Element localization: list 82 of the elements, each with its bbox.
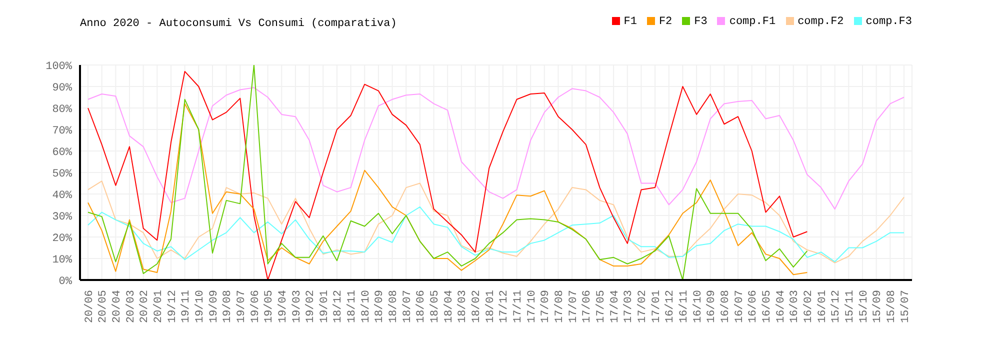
x-tick-label: 17/07 [568,290,580,324]
y-tick-label: 40% [52,190,72,202]
x-tick-label: 16/12 [664,290,677,324]
x-tick-label: 16/08 [720,290,732,324]
x-tick-label: 19/12 [166,290,179,324]
x-tick-label: 15/12 [830,290,843,324]
x-tick-label: 19/05 [264,290,276,324]
x-tick-label: 17/11 [512,290,525,324]
x-tick-label: 18/01 [484,290,497,324]
x-tick-label: 18/02 [471,290,484,324]
x-tick-label: 15/09 [872,290,884,324]
x-tick-label: 19/02 [305,290,318,324]
x-tick-label: 19/10 [194,290,206,324]
x-tick-label: 17/09 [540,290,552,324]
x-tick-label: 18/06 [416,290,428,324]
x-tick-label: 16/06 [748,290,760,324]
line-series [88,87,904,210]
x-tick-label: 20/04 [111,290,124,324]
x-tick-label: 18/11 [346,290,359,324]
x-tick-label: 19/01 [318,290,331,324]
x-tick-label: 15/07 [900,290,912,324]
x-tick-label: 18/07 [402,290,414,324]
y-tick-label: 20% [52,232,72,245]
x-tick-label: 15/08 [886,290,898,324]
x-tick-label: 16/11 [678,290,691,324]
x-tick-label: 18/09 [374,290,386,324]
y-tick-label: 60% [52,146,72,159]
legend-label: F3 [694,16,708,28]
y-tick-label: 30% [52,211,72,224]
y-tick-label: 10% [52,254,72,266]
y-tick-label: 100% [46,60,72,73]
line-series [88,180,904,264]
x-tick-label: 18/05 [430,290,442,324]
chart-title: Anno 2020 - Autoconsumi Vs Consumi (comparativa) [80,18,397,30]
x-tick-label: 15/10 [858,290,870,324]
x-tick-label: 15/11 [844,290,856,324]
x-tick-label: 19/09 [208,290,220,324]
x-tick-label: 16/10 [692,290,704,324]
legend-label: F2 [658,16,672,28]
legend-label: F1 [624,16,637,28]
x-tick-label: 17/05 [596,290,608,324]
y-tick-label: 90% [52,82,72,94]
x-tick-label: 19/08 [222,290,234,324]
x-tick-label: 17/08 [554,290,566,324]
legend-label: comp.F2 [798,16,844,28]
x-tick-label: 20/06 [84,290,96,324]
x-tick-label: 17/02 [637,290,650,324]
x-tick-label: 18/10 [360,290,372,324]
y-tick-label: 50% [52,168,72,180]
x-tick-label: 18/04 [443,290,456,324]
x-tick-label: 16/02 [802,290,815,324]
legend-label: comp.F3 [866,16,912,28]
x-tick-label: 16/03 [789,290,802,324]
x-tick-label: 17/10 [526,290,538,324]
y-tick-label: 80% [52,104,72,116]
x-tick-label: 16/05 [762,290,774,324]
legend-label: comp.F1 [729,16,776,28]
x-tick-label: 19/03 [291,290,304,324]
y-tick-label: 70% [52,125,72,138]
y-tick-label: 0% [58,276,72,288]
x-tick-label: 17/03 [623,290,636,324]
x-tick-label: 20/05 [98,290,110,324]
x-tick-label: 18/03 [457,290,470,324]
line-series [88,206,904,262]
x-tick-label: 16/07 [734,290,746,324]
x-tick-label: 19/04 [277,290,290,324]
x-tick-label: 17/06 [582,290,594,324]
x-tick-label: 20/02 [139,290,152,324]
x-tick-label: 18/12 [332,290,345,324]
x-tick-label: 16/09 [706,290,718,324]
x-tick-label: 16/01 [816,290,829,324]
x-tick-label: 19/07 [236,290,248,324]
x-tick-label: 16/04 [775,290,788,324]
x-tick-label: 20/03 [125,290,138,324]
x-tick-label: 17/04 [609,290,622,324]
x-tick-label: 19/06 [250,290,262,324]
x-tick-label: 19/11 [180,290,193,324]
x-tick-label: 17/01 [650,290,663,324]
x-tick-label: 18/08 [388,290,400,324]
line-series [88,103,808,276]
x-tick-label: 20/01 [152,290,165,324]
x-tick-label: 17/12 [498,290,511,324]
